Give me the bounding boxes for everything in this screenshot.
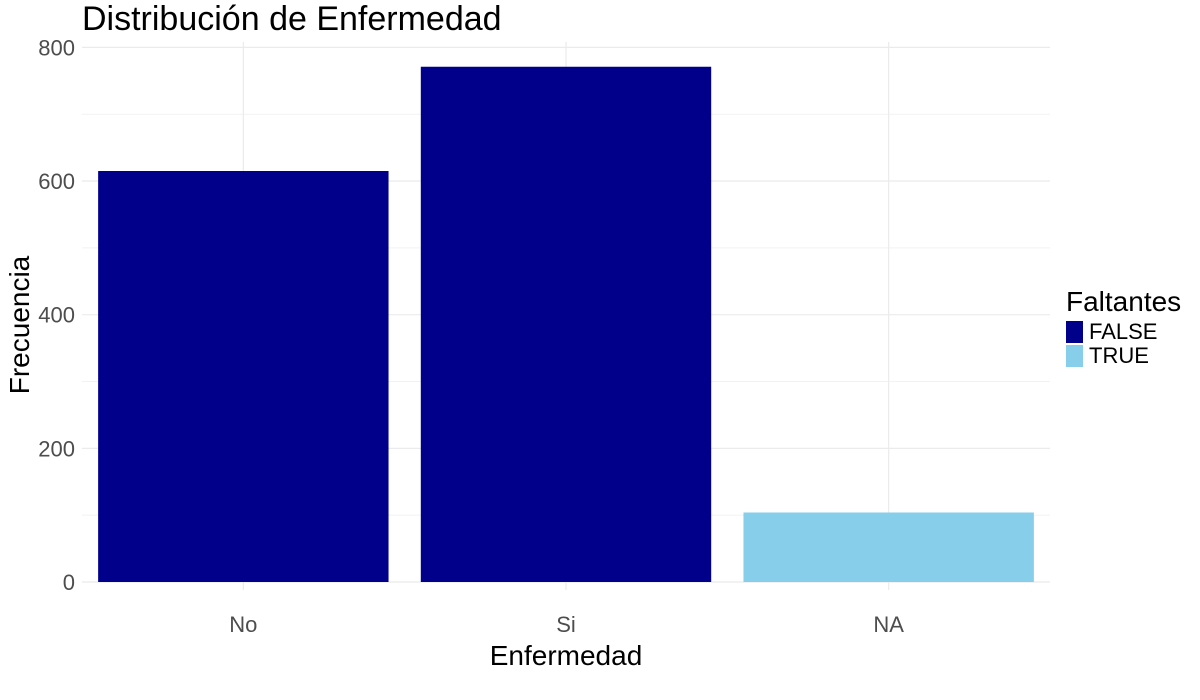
x-tick-label: NA: [873, 612, 904, 637]
legend-title: Faltantes: [1066, 286, 1182, 317]
x-tick-label: No: [229, 612, 257, 637]
legend-item-true: TRUE: [1066, 343, 1181, 368]
y-axis-ticks: 0 200 400 600 800: [38, 35, 75, 595]
x-axis-ticks: No Si NA: [229, 612, 904, 637]
y-tick-label: 0: [63, 570, 75, 595]
x-tick-label: Si: [556, 612, 576, 637]
legend-key-true: [1066, 345, 1083, 367]
bar-na: [743, 512, 1034, 582]
x-axis-label: Enfermedad: [489, 640, 643, 671]
y-tick-label: 800: [38, 35, 75, 60]
bar-no: [98, 171, 389, 582]
y-tick-label: 200: [38, 436, 75, 461]
legend: Faltantes FALSE TRUE: [1066, 286, 1181, 368]
legend-key-false: [1066, 321, 1083, 343]
y-tick-label: 400: [38, 303, 75, 328]
y-axis-label: Frecuencia: [4, 255, 35, 395]
bar-si: [420, 66, 712, 582]
legend-label-true: TRUE: [1089, 343, 1149, 368]
legend-label-false: FALSE: [1089, 319, 1158, 344]
bars: [98, 66, 1034, 582]
chart-title: Distribución de Enfermedad: [82, 0, 502, 38]
legend-item-false: FALSE: [1066, 319, 1181, 344]
y-tick-label: 600: [38, 169, 75, 194]
